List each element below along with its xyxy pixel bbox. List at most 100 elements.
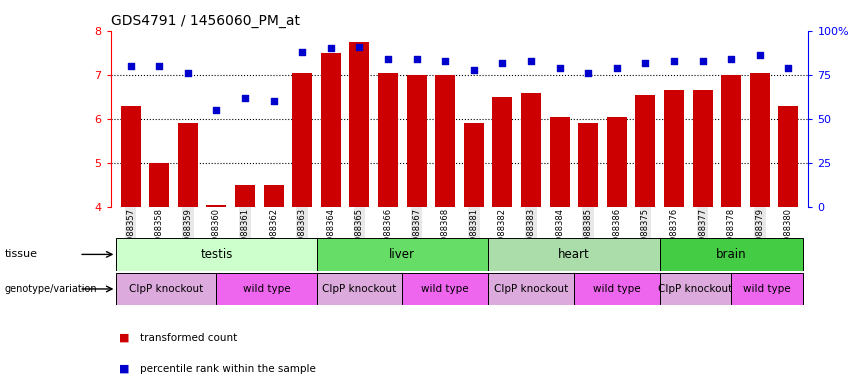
- Text: GSM988380: GSM988380: [784, 208, 793, 259]
- Text: wild type: wild type: [421, 284, 469, 294]
- Text: GSM988362: GSM988362: [269, 208, 278, 259]
- Bar: [317, 273, 403, 305]
- Text: ClpP knockout: ClpP knockout: [129, 284, 203, 294]
- Bar: [731, 273, 802, 305]
- Text: percentile rank within the sample: percentile rank within the sample: [140, 364, 317, 374]
- Bar: [488, 273, 574, 305]
- Text: GSM988379: GSM988379: [756, 208, 764, 259]
- Text: GSM988381: GSM988381: [470, 208, 478, 259]
- Text: tissue: tissue: [4, 249, 37, 259]
- Bar: [660, 273, 731, 305]
- Bar: [216, 273, 317, 305]
- Text: GSM988382: GSM988382: [498, 208, 507, 259]
- Point: [781, 65, 795, 71]
- Bar: [750, 73, 770, 207]
- Bar: [550, 117, 569, 207]
- Text: liver: liver: [390, 248, 415, 261]
- Bar: [664, 90, 684, 207]
- Text: GSM988367: GSM988367: [412, 208, 421, 259]
- Text: genotype/variation: genotype/variation: [4, 284, 97, 294]
- Text: ClpP knockout: ClpP knockout: [494, 284, 568, 294]
- Text: wild type: wild type: [593, 284, 641, 294]
- Text: GSM988386: GSM988386: [613, 208, 621, 259]
- Text: GSM988378: GSM988378: [727, 208, 736, 259]
- Text: GSM988361: GSM988361: [241, 208, 249, 259]
- Text: brain: brain: [716, 248, 746, 261]
- Text: GSM988368: GSM988368: [441, 208, 449, 259]
- Text: GSM988383: GSM988383: [527, 208, 535, 259]
- Point: [467, 66, 481, 73]
- Point: [696, 58, 710, 64]
- Bar: [292, 73, 312, 207]
- Text: GSM988360: GSM988360: [212, 208, 221, 259]
- Text: wild type: wild type: [243, 284, 290, 294]
- Text: GSM988375: GSM988375: [641, 208, 650, 259]
- Text: GSM988363: GSM988363: [298, 208, 306, 259]
- Bar: [693, 90, 712, 207]
- Text: GSM988364: GSM988364: [326, 208, 335, 259]
- Bar: [607, 117, 627, 207]
- Bar: [264, 185, 283, 207]
- Point: [438, 58, 452, 64]
- Point: [124, 63, 138, 69]
- Point: [495, 60, 509, 66]
- Bar: [121, 106, 140, 207]
- Text: GSM988359: GSM988359: [183, 208, 192, 259]
- Bar: [435, 75, 455, 207]
- Text: transformed count: transformed count: [140, 333, 237, 343]
- Bar: [578, 123, 598, 207]
- Point: [410, 56, 424, 62]
- Bar: [407, 75, 426, 207]
- Point: [209, 107, 223, 113]
- Text: GSM988365: GSM988365: [355, 208, 364, 259]
- Text: GSM988376: GSM988376: [670, 208, 678, 259]
- Bar: [660, 238, 802, 271]
- Point: [524, 58, 538, 64]
- Point: [610, 65, 624, 71]
- Point: [581, 70, 595, 76]
- Text: GSM988357: GSM988357: [126, 208, 135, 259]
- Point: [638, 60, 652, 66]
- Bar: [207, 205, 226, 207]
- Text: ClpP knockout: ClpP knockout: [323, 284, 397, 294]
- Point: [295, 49, 309, 55]
- Point: [267, 98, 281, 104]
- Text: testis: testis: [200, 248, 232, 261]
- Point: [667, 58, 681, 64]
- Text: GDS4791 / 1456060_PM_at: GDS4791 / 1456060_PM_at: [111, 14, 300, 28]
- Bar: [488, 238, 660, 271]
- Bar: [636, 95, 655, 207]
- Text: GSM988384: GSM988384: [555, 208, 564, 259]
- Text: ■: ■: [119, 333, 129, 343]
- Point: [381, 56, 395, 62]
- Text: GSM988377: GSM988377: [698, 208, 707, 259]
- Bar: [378, 73, 398, 207]
- Bar: [317, 238, 488, 271]
- Point: [238, 95, 252, 101]
- Text: ■: ■: [119, 364, 129, 374]
- Bar: [779, 106, 798, 207]
- Text: GSM988366: GSM988366: [384, 208, 392, 259]
- Bar: [321, 53, 341, 207]
- Text: GSM988385: GSM988385: [584, 208, 593, 259]
- Bar: [721, 75, 741, 207]
- Bar: [178, 123, 197, 207]
- Text: GSM988358: GSM988358: [155, 208, 163, 259]
- Point: [553, 65, 567, 71]
- Bar: [493, 97, 512, 207]
- Text: heart: heart: [558, 248, 590, 261]
- Text: ClpP knockout: ClpP knockout: [659, 284, 733, 294]
- Bar: [117, 238, 317, 271]
- Point: [352, 43, 366, 50]
- Point: [152, 63, 166, 69]
- Bar: [521, 93, 541, 207]
- Text: wild type: wild type: [743, 284, 791, 294]
- Point: [324, 45, 338, 51]
- Bar: [574, 273, 660, 305]
- Bar: [350, 42, 369, 207]
- Bar: [117, 273, 216, 305]
- Bar: [403, 273, 488, 305]
- Bar: [464, 123, 484, 207]
- Bar: [149, 163, 169, 207]
- Bar: [235, 185, 255, 207]
